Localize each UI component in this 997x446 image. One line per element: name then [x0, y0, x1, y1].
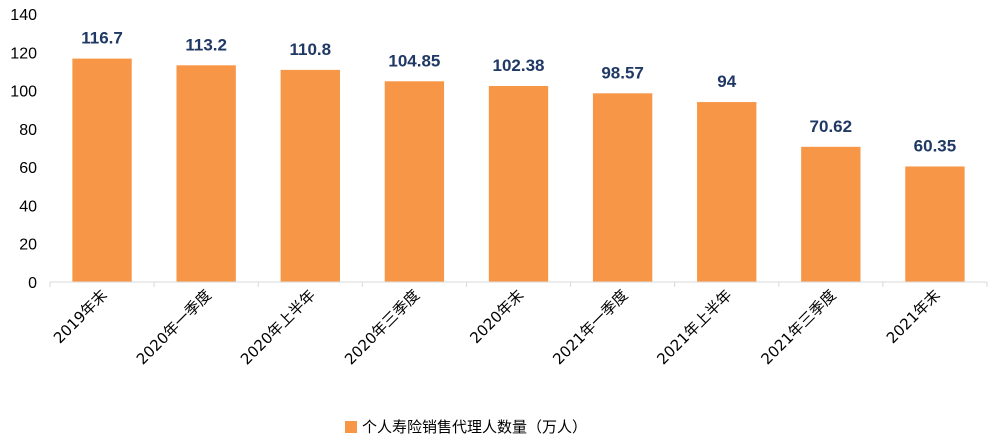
x-tick-label: 2021年上半年: [653, 286, 735, 368]
data-label: 116.7: [81, 29, 123, 48]
x-axis: 2019年末 2020年一季度 2020年上半年 2020年三季度 2020年末 2021…: [49, 281, 988, 368]
data-labels: 116.7 113.2 110.8 104.85 102.38 98.57 94 70.62 6…: [81, 29, 956, 156]
y-axis: 0 20 40 60 80 100 120 140: [10, 7, 37, 292]
y-tick-label: 20: [19, 237, 37, 254]
y-tick-label: 120: [10, 45, 37, 62]
y-tick-label: 40: [19, 198, 37, 215]
legend-label: 个人寿险销售代理人数量（万人）: [362, 418, 587, 436]
x-tick-label: 2019年末: [50, 286, 111, 347]
x-tick-label: 2021年三季度: [758, 286, 840, 368]
bar: [592, 93, 653, 282]
x-tick-label: 2021年一季度: [549, 286, 631, 368]
data-label: 70.62: [810, 117, 853, 136]
bar: [176, 65, 236, 282]
legend: 个人寿险销售代理人数量（万人）: [345, 418, 587, 436]
y-tick-label: 100: [10, 84, 37, 101]
data-label: 98.57: [601, 63, 644, 82]
y-tick-label: 140: [10, 7, 37, 24]
data-label: 110.8: [289, 40, 331, 59]
bar: [801, 146, 861, 282]
y-tick-label: 60: [19, 160, 37, 177]
y-tick-label: 80: [19, 122, 37, 139]
bar: [280, 69, 340, 282]
bar-series: [72, 58, 965, 282]
y-tick-label: 0: [28, 275, 37, 292]
x-tick-label: 2020年一季度: [133, 286, 215, 368]
bar: [384, 81, 445, 282]
bar: [905, 166, 965, 282]
bar: [488, 86, 549, 282]
data-label: 104.85: [388, 51, 440, 70]
x-tick-label: 2021年末: [883, 286, 944, 347]
bar: [697, 102, 757, 282]
x-tick-label: 2020年上半年: [237, 286, 319, 368]
bar: [72, 58, 132, 282]
data-label: 94: [717, 72, 736, 91]
x-tick-label: 2020年三季度: [341, 286, 423, 368]
data-label: 113.2: [185, 35, 227, 54]
legend-swatch: [345, 421, 357, 433]
data-label: 102.38: [493, 56, 545, 75]
x-tick-label: 2020年末: [466, 286, 527, 347]
data-label: 60.35: [914, 136, 957, 155]
